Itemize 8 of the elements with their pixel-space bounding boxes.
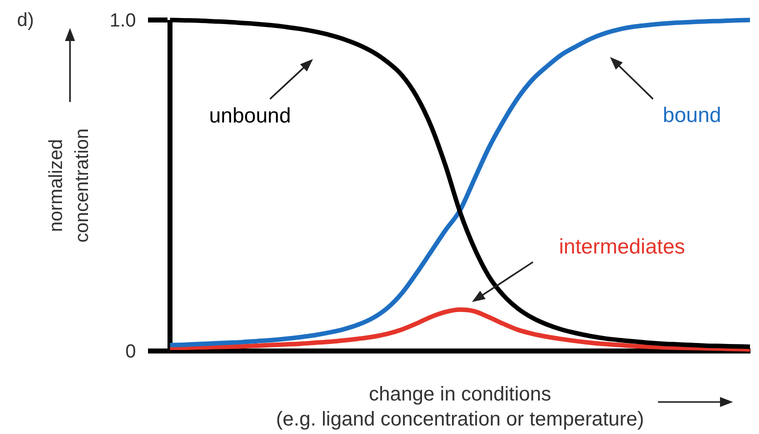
x-axis-title: change in conditions (e.g. ligand concentration or temperature) <box>276 384 644 431</box>
text: d) <box>17 10 34 32</box>
text: bound <box>662 104 722 128</box>
y-tick-label: 1.0 <box>110 10 136 32</box>
text: unbound <box>209 104 291 128</box>
text: intermediates <box>558 235 686 258</box>
y-tick-label: 0 <box>125 342 136 363</box>
y-axis-title: normalized concentration <box>46 128 94 243</box>
